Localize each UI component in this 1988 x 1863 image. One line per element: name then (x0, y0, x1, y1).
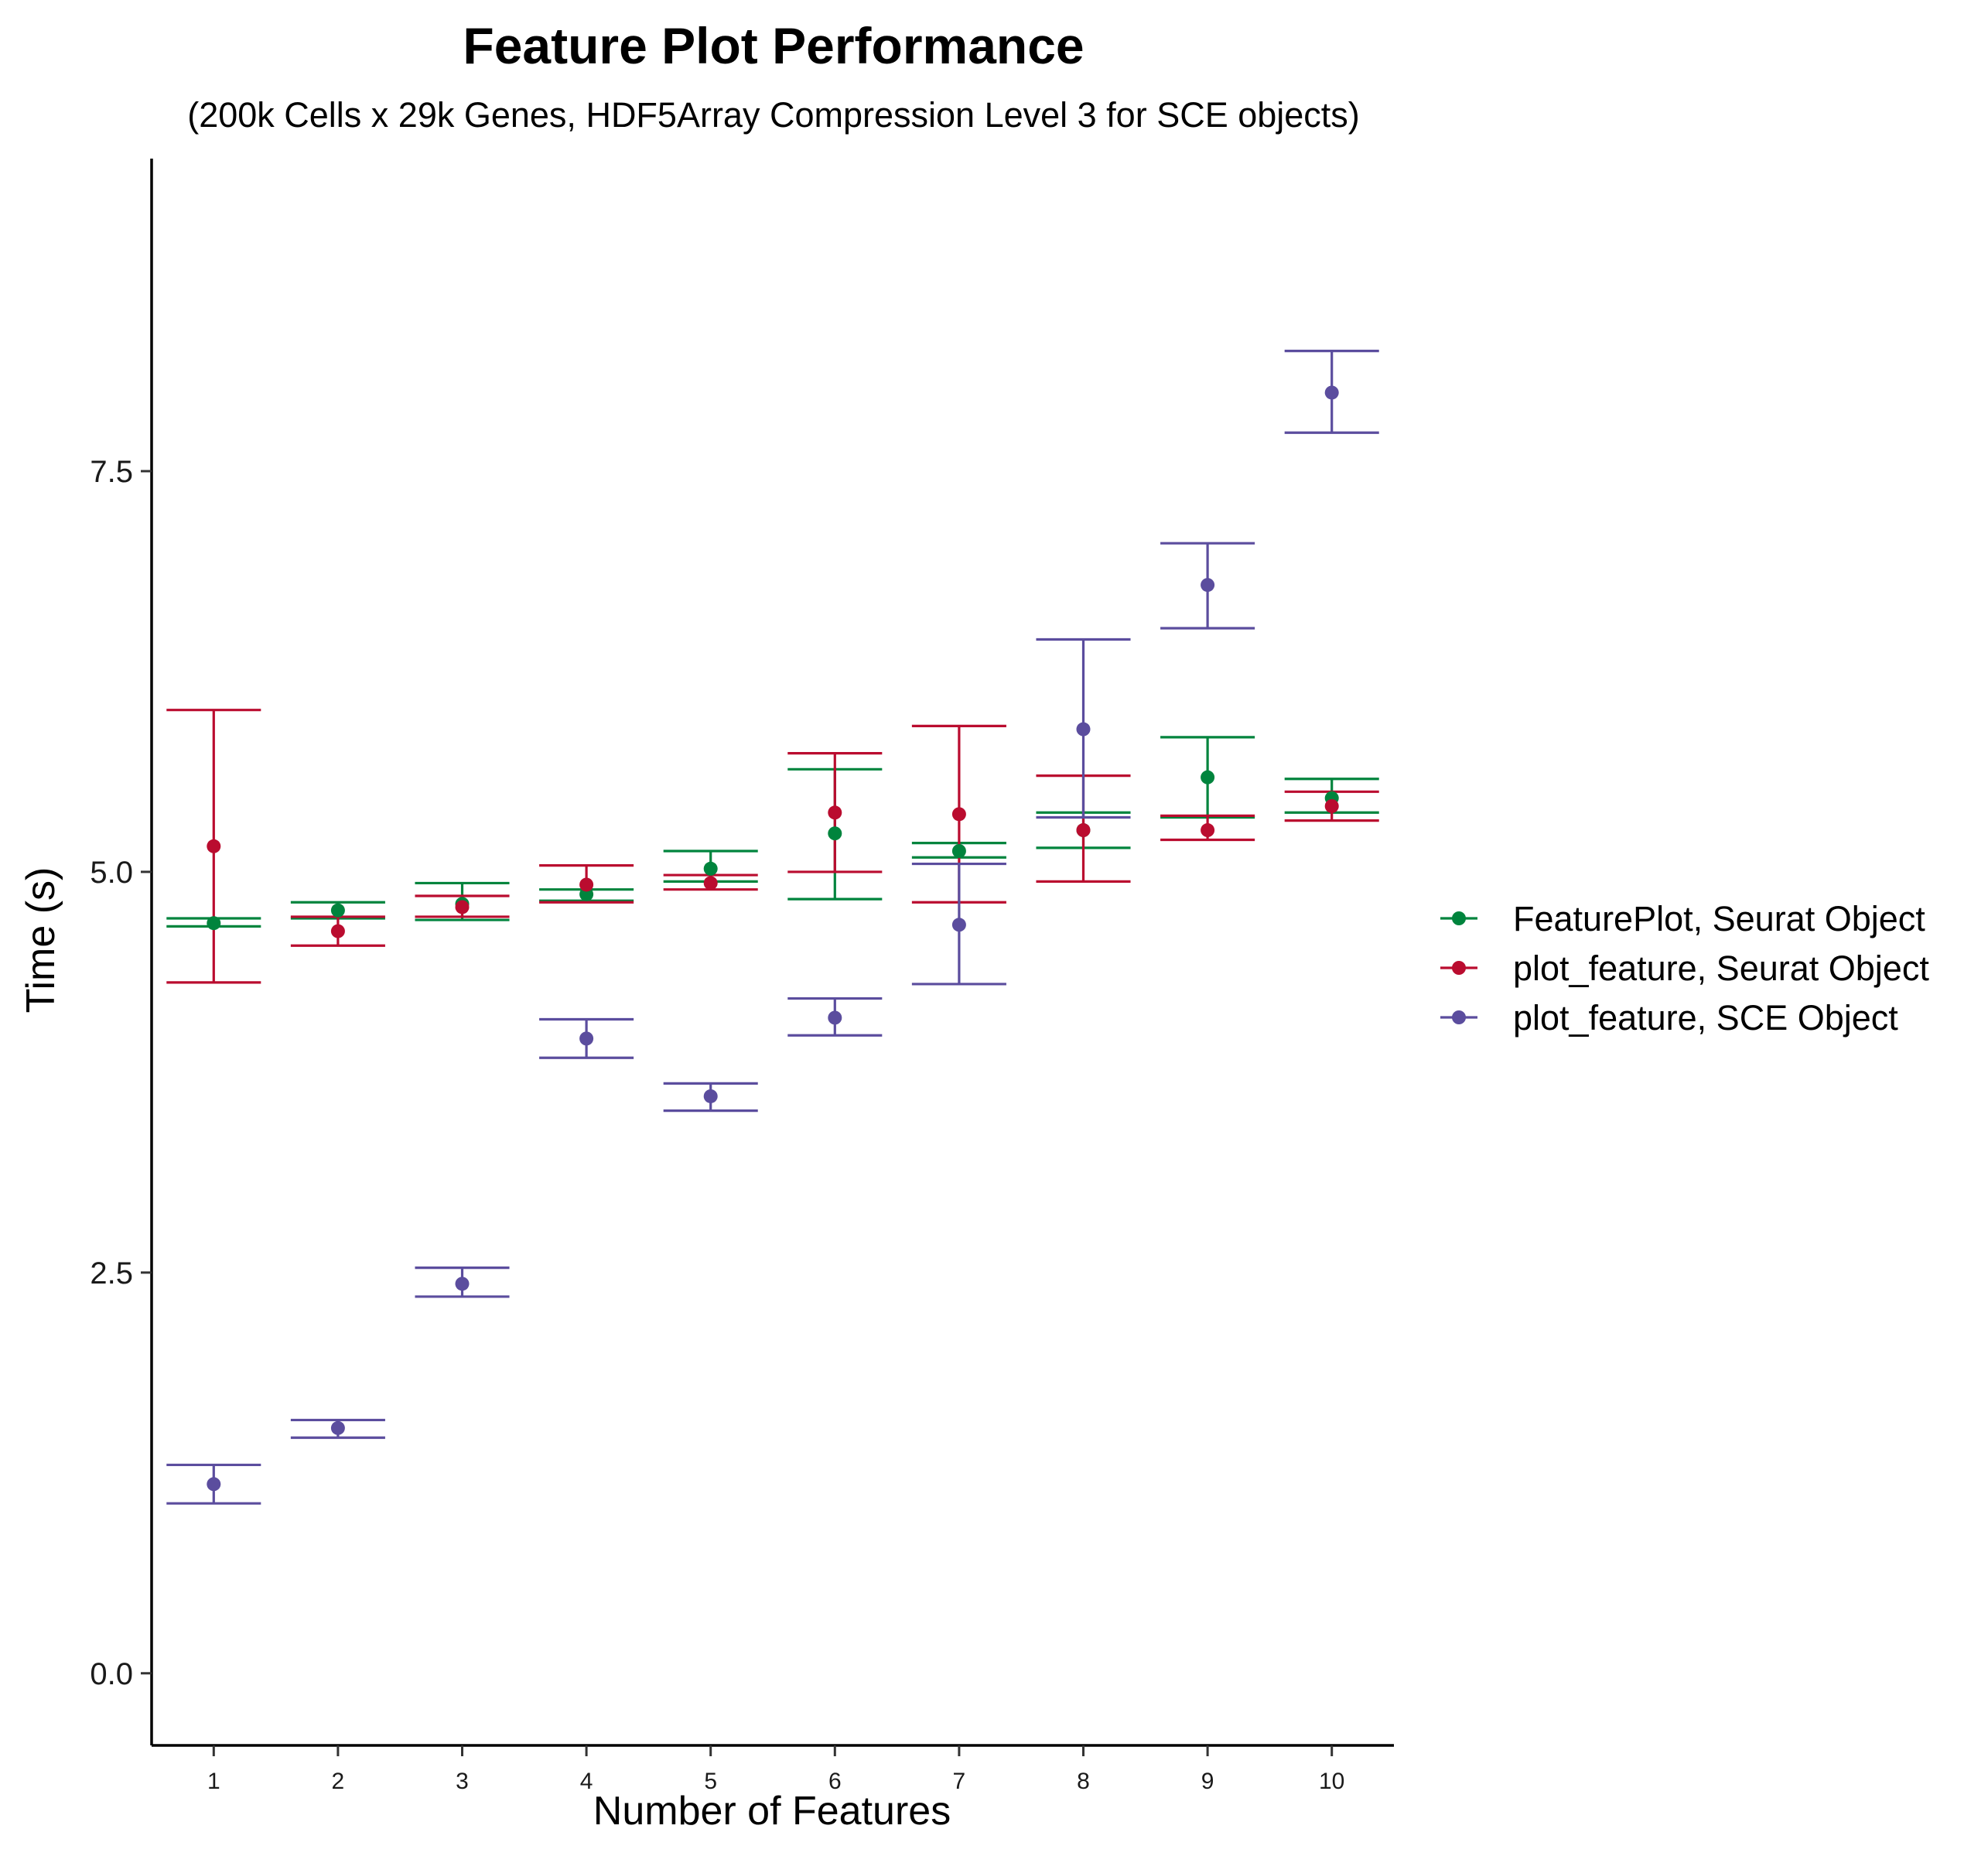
chart-subtitle: (200k Cells x 29k Genes, HDF5Array Compr… (187, 95, 1360, 135)
data-point (330, 924, 345, 938)
y-tick-label: 0.0 (90, 1657, 133, 1691)
y-tick-label: 5.0 (90, 856, 133, 890)
legend: FeaturePlot, Seurat Object plot_feature, … (1440, 899, 1929, 1037)
data-point (1201, 578, 1215, 593)
x-tick-label: 9 (1201, 1769, 1214, 1794)
data-point (1076, 722, 1091, 737)
data-point (330, 1420, 345, 1435)
data-point (1201, 823, 1215, 838)
data-point (455, 900, 470, 914)
x-tick-label: 5 (704, 1769, 717, 1794)
data-point (1324, 798, 1339, 813)
chart-title: Feature Plot Performance (463, 17, 1084, 74)
data-point (1324, 385, 1339, 400)
data-point (579, 887, 594, 901)
legend-label: plot_feature, SCE Object (1513, 998, 1898, 1037)
legend-key-point (1452, 961, 1466, 975)
data-point (703, 861, 718, 876)
x-tick-label: 10 (1319, 1769, 1344, 1794)
x-tick-label: 1 (207, 1769, 220, 1794)
data-point (828, 826, 842, 841)
legend-item: FeaturePlot, Seurat Object (1440, 899, 1925, 938)
x-tick-label: 6 (828, 1769, 842, 1794)
x-tick-label: 7 (953, 1769, 966, 1794)
axes: 0.0 2.5 5.0 7.5 1 2 3 4 5 6 7 8 9 10 (90, 159, 1394, 1794)
y-tick-label: 7.5 (90, 455, 133, 489)
data-point (207, 1477, 221, 1492)
data-point (1076, 823, 1091, 838)
data-point (703, 1089, 718, 1103)
data-point (703, 876, 718, 890)
legend-key-point (1452, 911, 1466, 925)
y-tick-label: 2.5 (90, 1256, 133, 1290)
legend-key-point (1452, 1010, 1466, 1024)
x-axis-title: Number of Features (593, 1789, 951, 1834)
data-point (207, 916, 221, 931)
legend-label: plot_feature, Seurat Object (1513, 949, 1929, 988)
legend-label: FeaturePlot, Seurat Object (1513, 899, 1925, 938)
plot-area (166, 350, 1379, 1505)
data-point (951, 807, 966, 822)
y-axis-title: Time (s) (19, 867, 63, 1014)
x-tick-label: 3 (456, 1769, 469, 1794)
x-tick-label: 2 (332, 1769, 345, 1794)
data-point (828, 805, 842, 820)
data-point (579, 877, 594, 892)
legend-item: plot_feature, Seurat Object (1440, 949, 1929, 988)
data-point (828, 1010, 842, 1025)
data-point (579, 1031, 594, 1046)
x-tick-label: 8 (1077, 1769, 1090, 1794)
data-point (951, 918, 966, 932)
data-point (207, 839, 221, 853)
data-point (330, 903, 345, 918)
data-point (1201, 770, 1215, 785)
x-tick-label: 4 (580, 1769, 593, 1794)
data-point (951, 843, 966, 858)
legend-item: plot_feature, SCE Object (1440, 998, 1898, 1037)
data-point (455, 1277, 470, 1291)
